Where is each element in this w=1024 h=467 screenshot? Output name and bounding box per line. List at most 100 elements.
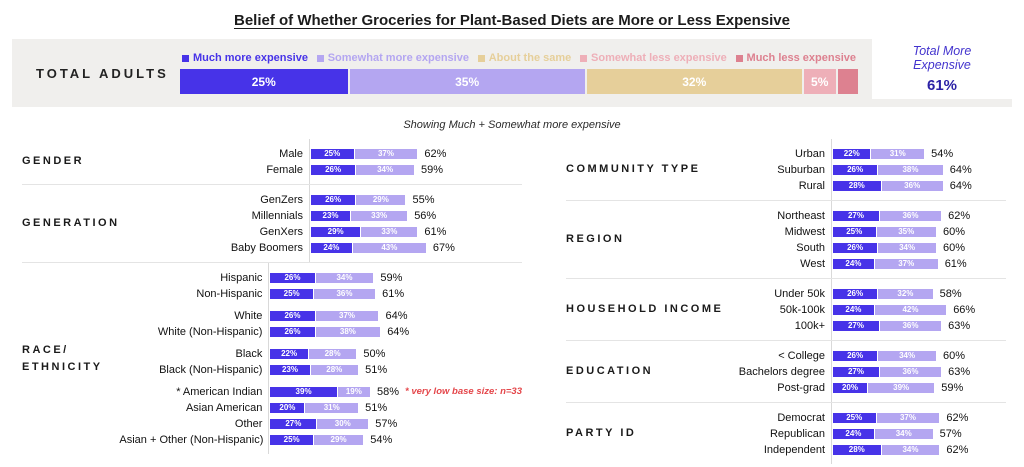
row-bar: 26% 34% [270,272,374,283]
rows: Hispanic 26% 34% 59% Non-Hispanic 25% 36% 61% Wh… [119,263,522,454]
bar-segment-somewhat-more: 38% [878,164,943,175]
subgroup: White 26% 37% 64% White (Non-Hispanic) 26% 38%… [119,309,522,338]
bar-segment-much-more: 25% [270,434,313,445]
breakdown-row: South 26% 34% 60% [734,241,1006,254]
legend-item: Much less expensive [735,52,856,64]
row-bar: 26% 29% [311,194,406,205]
row-bar: 25% 36% [270,288,376,299]
breakdown-row: Republican 24% 34% 57% [734,427,1006,440]
section-party-id: PARTY ID Democrat 25% 37% 62% Republican 24% 34… [566,403,1006,464]
bar-segment-much-more: 24% [311,242,352,253]
rows: < College 26% 34% 60% Bachelors degree 27% 36%… [734,341,1006,402]
row-label: White [234,309,263,322]
row-label: Under 50k [774,287,825,300]
row-bar: 23% 28% [270,364,359,375]
row-total: 51% [365,401,388,414]
row-bar: 22% 28% [270,348,357,359]
rows: GenZers 26% 29% 55% Millennials 23% 33% 56% GenX… [160,185,522,262]
row-bar: 27% 36% [833,320,942,331]
section-race-ethnicity: RACE/ ETHNICITY Hispanic 26% 34% 59% Non-Hisp… [22,263,522,454]
total-adults-label: TOTAL ADULTS [36,65,169,81]
rows: Urban 22% 31% 54% Suburban 26% 38% 64% Rural 28% 3… [734,139,1006,200]
bar-segment-somewhat-more: 36% [879,366,942,377]
bar-segment-much-more: 26% [270,272,315,283]
row-total: 50% [363,347,386,360]
row-label: Democrat [777,411,825,424]
breakdown-row: GenZers 26% 29% 55% [160,193,522,206]
bar-segment-much-more: 26% [311,164,356,175]
subgroup: Democrat 25% 37% 62% Republican 24% 34% 57% Inde… [734,411,1006,456]
bar-segment-somewhat-more: 35% [876,226,936,237]
breakdown-row: Baby Boomers 24% 43% 67% [160,241,522,254]
breakdown-row: Male 25% 37% 62% [160,147,522,160]
total-more-label: Total More Expensive [912,43,972,72]
bar-segment-somewhat-more: 34% [315,272,374,283]
row-total: 51% [365,363,388,376]
section-gender: GENDER Male 25% 37% 62% Female 26% 34% 59% [22,139,522,185]
row-total: 62% [946,443,969,456]
section-education: EDUCATION < College 26% 34% 60% Bachelors deg… [566,341,1006,403]
legend-item: Somewhat more expensive [316,52,469,64]
subgroup: Under 50k 26% 32% 58% 50k-100k 24% 42% 66% 100k+… [734,287,1006,332]
row-total: 59% [380,271,403,284]
row-total: 60% [943,225,966,238]
breakdown-row: Rural 28% 36% 64% [734,179,1006,192]
row-label: Urban [795,147,825,160]
breakdown-row: West 24% 37% 61% [734,257,1006,270]
row-total: 58% [939,287,962,300]
breakdown-row: Bachelors degree 27% 36% 63% [734,365,1006,378]
total-more-value: 61% [926,77,958,95]
total-bar-segment: 5% [803,69,838,94]
bar-segment-somewhat-more: 34% [874,428,933,439]
bar-segment-somewhat-more: 37% [354,148,418,159]
rows: Under 50k 26% 32% 58% 50k-100k 24% 42% 66% 100k+… [734,279,1006,340]
bar-segment-much-more: 26% [833,164,878,175]
breakdown-row: Other 27% 30% 57% [119,417,522,430]
legend-item: About the same [477,52,571,64]
row-total: 62% [948,209,971,222]
bar-segment-somewhat-more: 38% [315,326,381,337]
bar-segment-somewhat-more: 28% [308,348,357,359]
legend: Much more expensive Somewhat more expensi… [180,52,858,64]
row-bar: 29% 33% [311,226,418,237]
bar-segment-much-more: 27% [270,418,317,429]
bar-segment-somewhat-more: 31% [871,148,925,159]
row-total: 63% [948,319,971,332]
row-bar: 26% 38% [833,164,943,175]
row-total: 63% [948,365,971,378]
bar-segment-somewhat-more: 34% [878,242,936,253]
row-bar: 39% 19% [270,386,370,397]
row-bar: 27% 30% [270,418,369,429]
row-total: 62% [946,411,969,424]
breakdown-row: Suburban 26% 38% 64% [734,163,1006,176]
row-label: 100k+ [794,319,825,332]
legend-label: Somewhat less expensive [591,52,727,64]
row-label: Northeast [777,209,825,222]
total-bar-segment: 25% [180,69,350,94]
bar-segment-much-more: 24% [833,258,874,269]
breakdown-row: Asian + Other (Non-Hispanic) 25% 29% 54% [119,433,522,446]
bar-segment-somewhat-more: 34% [356,164,414,175]
bar-segment-somewhat-more: 36% [313,288,376,299]
subgroup: Black 22% 28% 50% Black (Non-Hispanic) 23% 28%… [119,347,522,376]
row-total: 62% [424,147,447,160]
bar-segment-somewhat-more: 36% [879,210,942,221]
bar-segment-much-more: 20% [833,382,867,393]
row-total: 57% [375,417,398,430]
row-label: Black [235,347,263,360]
legend-item: Much more expensive [182,52,308,64]
legend-item: Somewhat less expensive [580,52,727,64]
breakdown-row: Northeast 27% 36% 62% [734,209,1006,222]
row-bar: 26% 38% [270,326,381,337]
breakdown-row: 100k+ 27% 36% 63% [734,319,1006,332]
bar-segment-somewhat-more: 39% [868,382,935,393]
much-less-expensive-swatch-icon [735,54,743,62]
row-total: 55% [412,193,435,206]
breakdown-row: 50k-100k 24% 42% 66% [734,303,1006,316]
row-label: Suburban [777,163,825,176]
row-label: Non-Hispanic [196,287,263,300]
row-total: 54% [370,433,393,446]
row-bar: 24% 43% [311,242,426,253]
subgroup: < College 26% 34% 60% Bachelors degree 27% 36%… [734,349,1006,394]
bar-segment-much-more: 26% [833,288,878,299]
